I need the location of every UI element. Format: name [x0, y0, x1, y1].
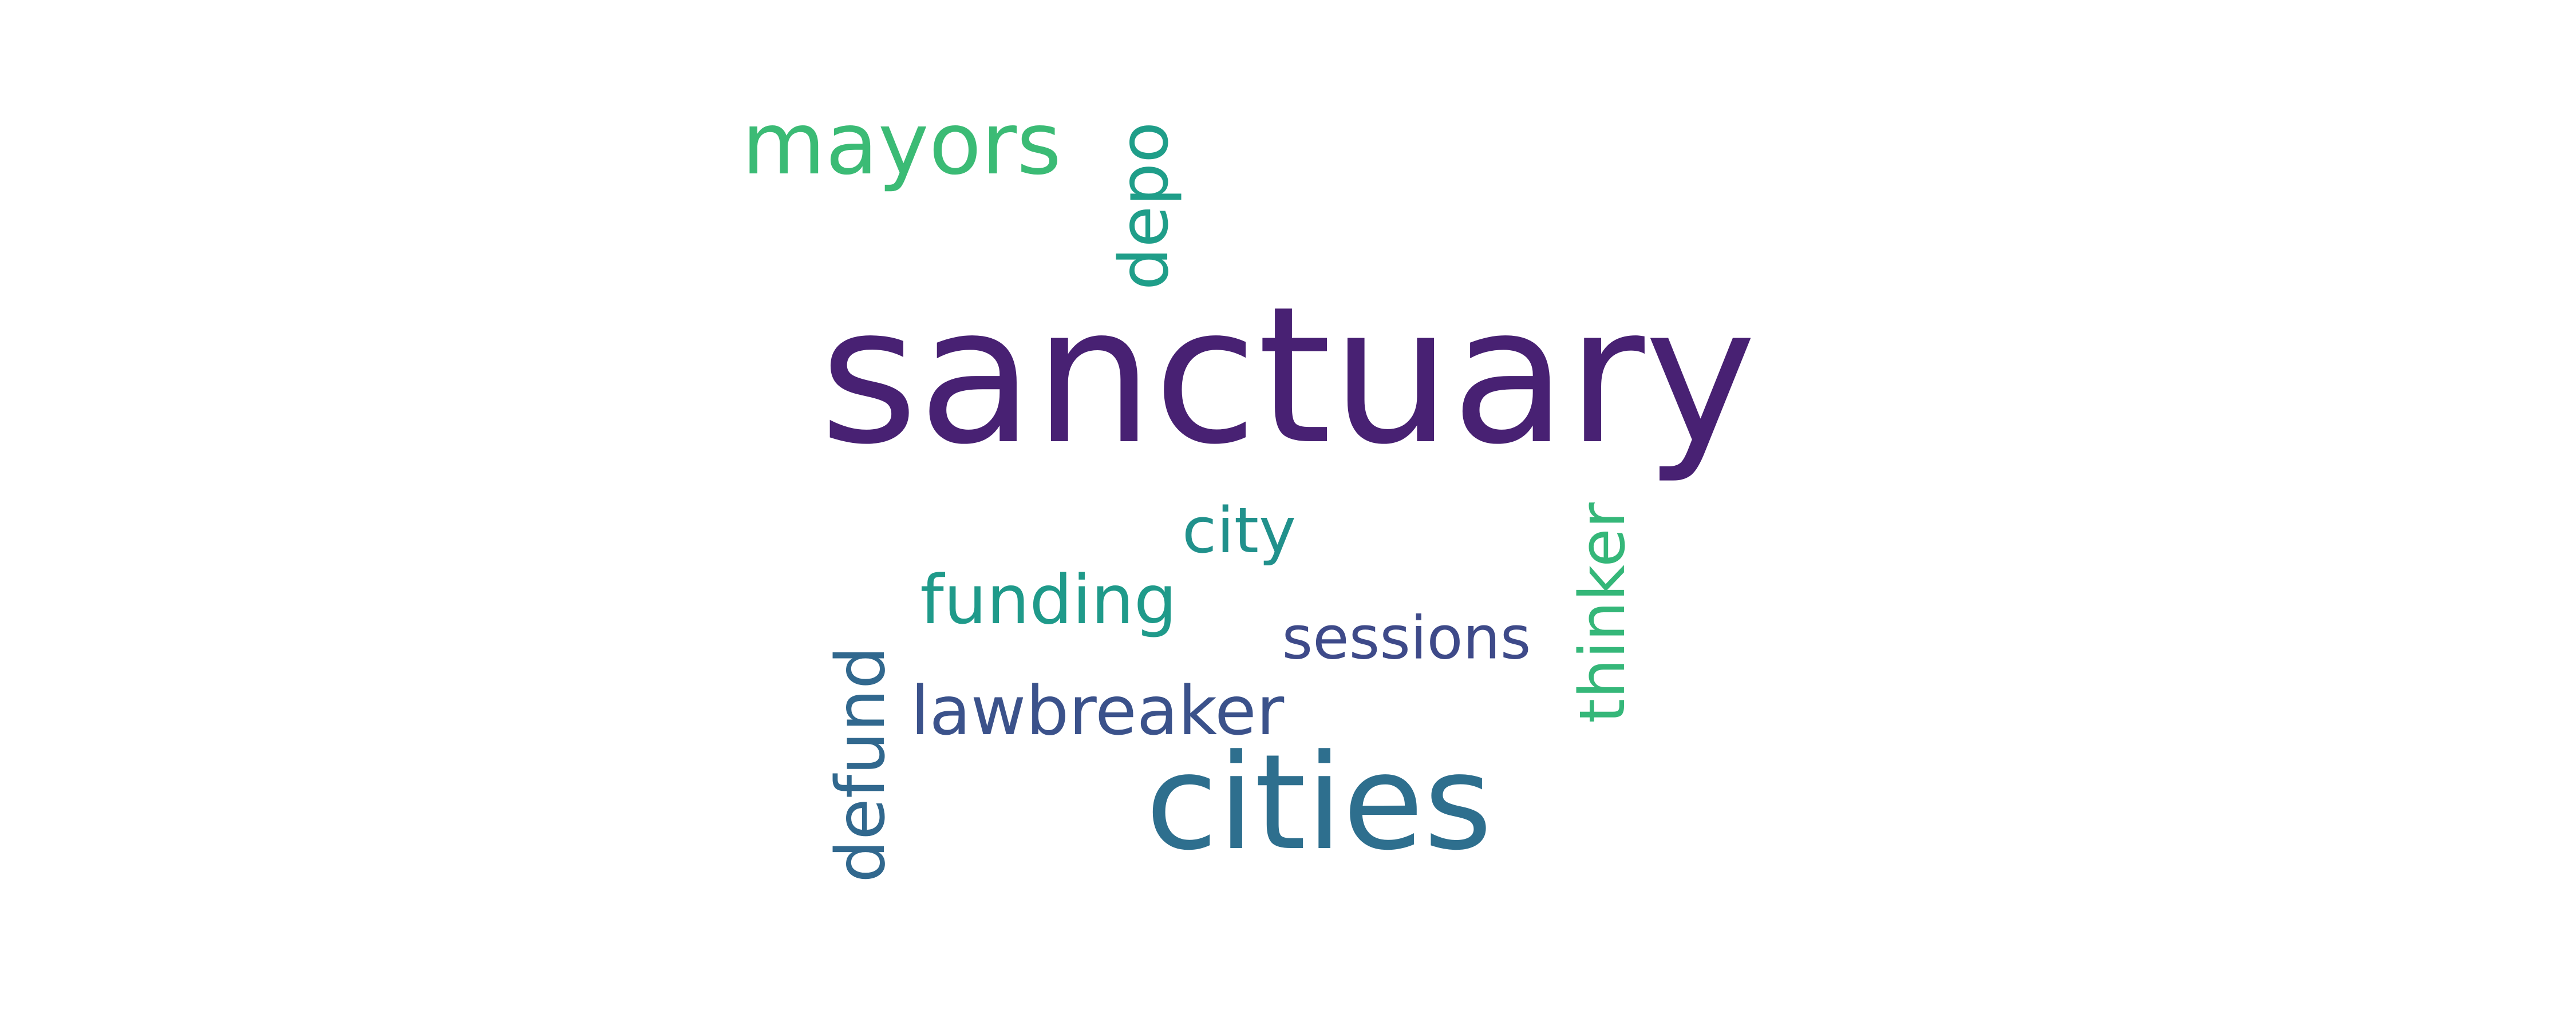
word-lawbreaker: lawbreaker [910, 671, 1285, 750]
word-depo: depo [1104, 121, 1183, 291]
word-cities: cities [1145, 727, 1492, 880]
word-sanctuary: sanctuary [819, 266, 1757, 486]
word-sessions: sessions [1282, 604, 1531, 673]
word-city: city [1182, 494, 1297, 567]
word-funding: funding [920, 560, 1177, 639]
word-thinker: thinker [1566, 502, 1639, 723]
word-mayors: mayors [741, 94, 1062, 194]
word-defund: defund [821, 645, 900, 883]
